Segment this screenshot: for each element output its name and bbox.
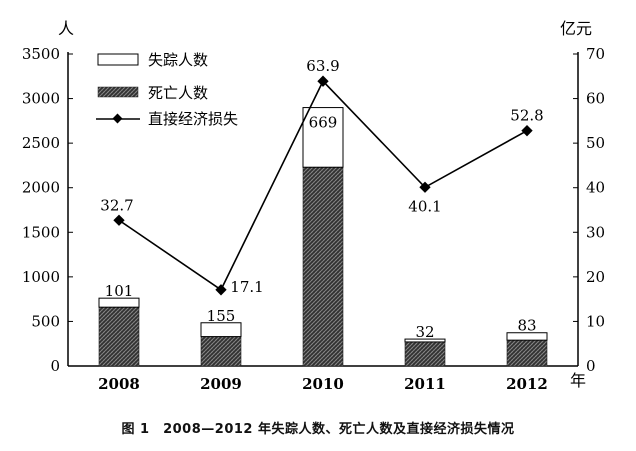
legend-label-deaths: 死亡人数: [148, 84, 208, 102]
loss-point-label: 17.1: [230, 278, 263, 296]
left-tick-label: 2000: [22, 179, 60, 197]
right-tick-label: 60: [586, 90, 605, 108]
x-tick-label: 2009: [200, 375, 242, 393]
loss-point: [215, 284, 227, 296]
loss-point: [521, 125, 533, 137]
left-tick-label: 1500: [22, 223, 60, 241]
x-tick-label: 2008: [98, 375, 140, 393]
loss-point: [113, 214, 125, 226]
bar-deaths: [506, 339, 548, 367]
x-axis-label: 年: [570, 371, 586, 390]
legend-label-missing: 失踪人数: [148, 51, 208, 69]
bar-deaths: [404, 341, 446, 367]
bar-missing: [506, 332, 548, 341]
loss-point-label: 40.1: [408, 197, 441, 215]
x-tick-label: 2012: [506, 375, 548, 393]
bar-missing-label: 101: [105, 282, 134, 300]
right-tick-label: 40: [586, 179, 605, 197]
bar-missing-label: 32: [415, 323, 434, 341]
left-tick-label: 3500: [22, 45, 60, 63]
loss-point: [419, 181, 431, 193]
x-axis-ticks: 2008 2009 2010 2011 2012: [98, 375, 548, 393]
legend-label-loss: 直接经济损失: [148, 110, 238, 128]
bar-missing: [404, 338, 446, 343]
bar-missing: [200, 322, 242, 338]
bar-missing: [98, 297, 140, 308]
x-tick-label: 2010: [302, 375, 344, 393]
loss-point-label: 63.9: [306, 57, 339, 75]
legend-swatch-missing: [97, 53, 139, 66]
bar-missing-label: 669: [309, 114, 338, 132]
left-tick-label: 3000: [22, 90, 60, 108]
left-tick-label: 500: [31, 312, 60, 330]
x-tick-label: 2011: [404, 375, 446, 393]
right-tick-label: 50: [586, 134, 605, 152]
left-tick-label: 0: [50, 357, 60, 375]
loss-point-label: 52.8: [510, 107, 543, 125]
left-tick-label: 2500: [22, 134, 60, 152]
chart: 0 500 1000 1500 2000 2500 3000 3500 0 10 20 30 40 50…: [22, 19, 605, 393]
bar-missing: [302, 107, 344, 168]
loss-point-label: 32.7: [100, 196, 133, 214]
bars: 101 155 669 32 83: [98, 107, 548, 367]
right-tick-label: 0: [586, 357, 596, 375]
left-axis-ticks: 0 500 1000 1500 2000 2500 3000 3500: [22, 45, 73, 375]
right-tick-label: 70: [586, 45, 605, 63]
left-axis-unit: 人: [58, 19, 74, 38]
right-axis-ticks: 0 10 20 30 40 50 60 70: [573, 45, 605, 375]
right-tick-label: 20: [586, 268, 605, 286]
legend-swatch-loss-marker: [112, 113, 123, 124]
figure-caption: 图 1 2008—2012 年失踪人数、死亡人数及直接经济损失情况: [121, 422, 515, 437]
bar-missing-label: 155: [207, 307, 236, 325]
left-tick-label: 1000: [22, 268, 60, 286]
right-tick-label: 30: [586, 223, 605, 241]
legend-swatch-deaths: [97, 86, 139, 98]
bar-deaths: [302, 166, 344, 367]
bar-missing-label: 83: [517, 317, 536, 335]
legend: 失踪人数 死亡人数 直接经济损失: [96, 51, 238, 128]
loss-line-series: 32.7 17.1 63.9 40.1 52.8: [100, 57, 543, 296]
right-axis-unit: 亿元: [560, 19, 592, 38]
right-tick-label: 10: [586, 312, 605, 330]
bar-deaths: [98, 306, 140, 367]
bar-deaths: [200, 336, 242, 367]
